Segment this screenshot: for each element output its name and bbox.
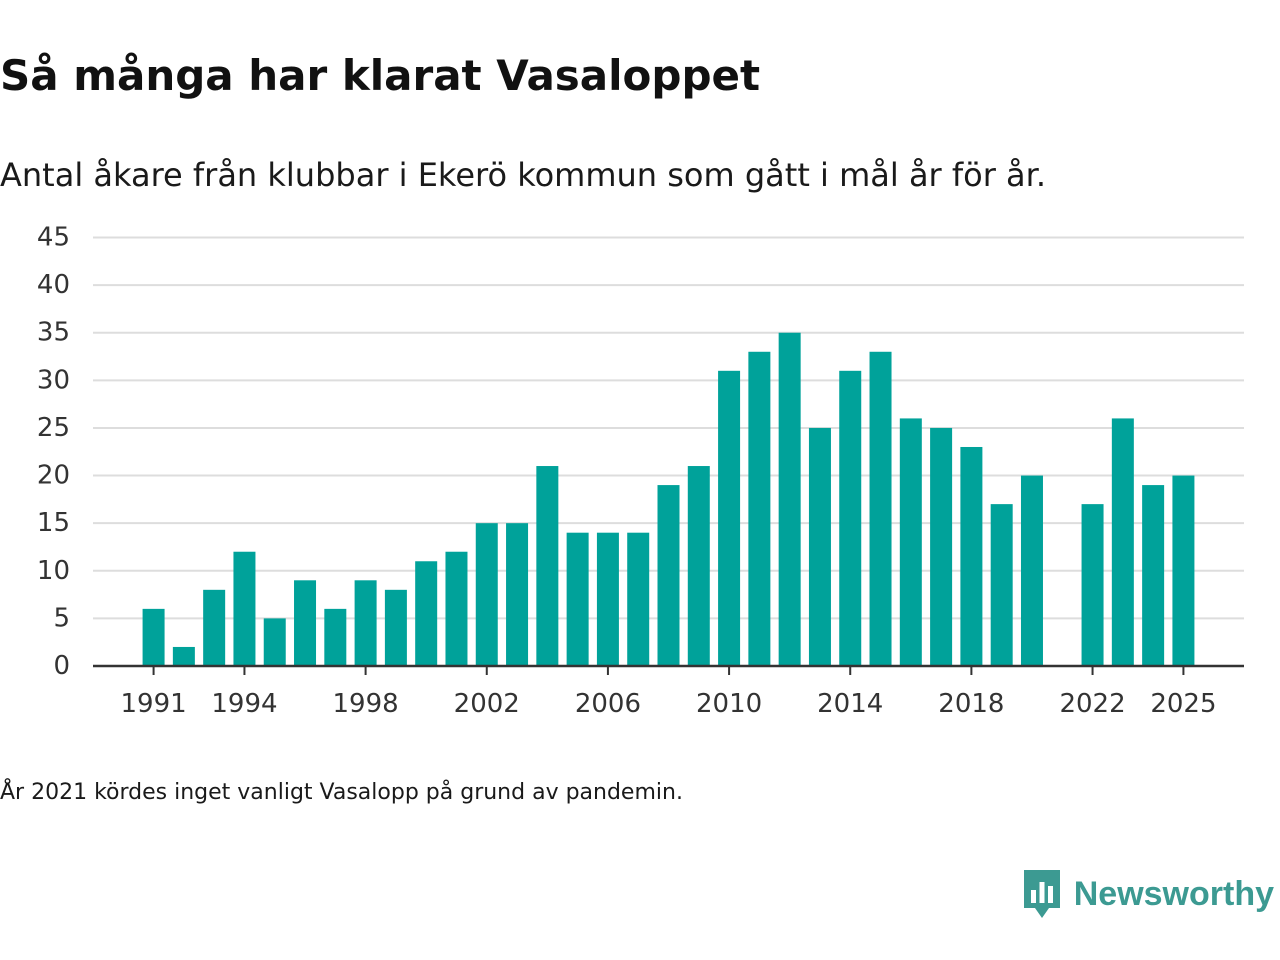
bar-2019	[990, 504, 1013, 666]
bar-2004	[536, 466, 559, 666]
bar-2009	[687, 466, 710, 666]
chart-subtitle: Antal åkare från klubbar i Ekerö kommun …	[0, 156, 1047, 194]
bar-2001	[445, 551, 468, 666]
bar-1995	[263, 618, 286, 666]
bar-2015	[869, 351, 892, 666]
brand-name: Newsworthy	[1073, 874, 1274, 913]
bar-2014	[839, 370, 862, 666]
bar-2024	[1142, 485, 1165, 666]
x-axis-ticks: 1991 1994 1998 2002 2006 2010 2014 2018 2022 2025	[120, 666, 1217, 719]
x-tick-label: 2014	[817, 689, 883, 719]
bars	[142, 332, 1195, 666]
newsworthy-logo[interactable]: Newsworthy	[1022, 868, 1274, 920]
bar-2017	[930, 427, 953, 666]
bar-2006	[596, 532, 619, 666]
bar-1991	[142, 608, 165, 666]
bar-2011	[748, 351, 771, 666]
bar-1998	[354, 580, 377, 666]
gridlines	[93, 236, 1244, 620]
x-tick-label: 2002	[454, 689, 520, 719]
y-tick-label: 5	[53, 603, 70, 633]
bar-1997	[324, 608, 347, 666]
bar-2002	[475, 523, 498, 666]
bar-1994	[233, 551, 256, 666]
y-tick-label: 35	[37, 318, 70, 348]
x-tick-label: 2010	[696, 689, 762, 719]
x-tick-label: 1994	[211, 689, 277, 719]
y-tick-label: 20	[37, 461, 70, 491]
bar-1992	[172, 646, 195, 666]
bar-1996	[294, 580, 317, 666]
bar-2020	[1020, 475, 1043, 666]
y-tick-label: 45	[37, 223, 70, 253]
x-tick-label: 2018	[938, 689, 1004, 719]
bar-2012	[778, 332, 801, 666]
bar-1999	[384, 589, 407, 666]
bar-2022	[1081, 504, 1104, 666]
x-tick-label: 1991	[120, 689, 186, 719]
y-tick-label: 25	[37, 413, 70, 443]
bar-2013	[808, 427, 831, 666]
x-tick-label: 2022	[1059, 689, 1125, 719]
bar-1993	[203, 589, 226, 666]
bar-2016	[899, 418, 922, 666]
y-tick-label: 40	[37, 270, 70, 300]
bar-2007	[627, 532, 650, 666]
y-tick-label: 10	[37, 556, 70, 586]
y-tick-label: 0	[53, 651, 70, 681]
y-axis-tick-labels: 0 5 10 15 20 25 30 35 40 45	[37, 223, 70, 682]
y-tick-label: 15	[37, 508, 70, 538]
bar-2005	[566, 532, 589, 666]
chart-title: Så många har klarat Vasaloppet	[0, 51, 761, 100]
footnote: År 2021 kördes inget vanligt Vasalopp på…	[0, 780, 683, 805]
bar-2008	[657, 485, 680, 666]
y-tick-label: 30	[37, 365, 70, 395]
x-tick-label: 2025	[1150, 689, 1216, 719]
bar-2018	[960, 446, 983, 666]
x-tick-label: 1998	[333, 689, 399, 719]
bar-2025	[1172, 475, 1195, 666]
bar-2003	[506, 523, 529, 666]
bar-chart-speech-bubble-icon	[1023, 870, 1060, 918]
x-tick-label: 2006	[575, 689, 641, 719]
bar-2010	[718, 370, 741, 666]
bar-2000	[415, 561, 438, 666]
bar-2023	[1111, 418, 1134, 666]
